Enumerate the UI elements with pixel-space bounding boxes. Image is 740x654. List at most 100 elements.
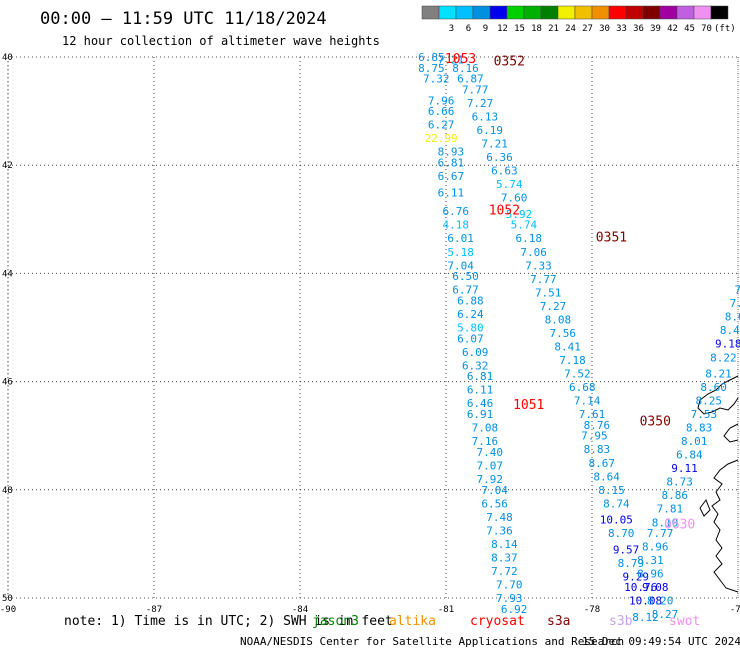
- wave-height-value: 6.24: [457, 308, 484, 321]
- scale-label: 6: [466, 24, 471, 34]
- wave-height-value: 7.32: [423, 73, 450, 86]
- wave-height-value: 6.92: [501, 603, 528, 616]
- wave-height-value: 5.74: [511, 219, 538, 232]
- note-text: note: 1) Time is in UTC; 2) SWH is in fe…: [64, 614, 393, 629]
- wave-height-value: 5.74: [496, 178, 523, 191]
- wave-height-value: 8.86: [661, 489, 688, 502]
- wave-height-value: 7.89: [734, 284, 740, 297]
- wave-height-value: 6.56: [481, 497, 508, 510]
- scale-swatch: [608, 5, 627, 20]
- wave-height-value: 7.51: [535, 286, 562, 299]
- wave-height-value: 6.63: [491, 165, 518, 178]
- satellite-name: swot: [669, 614, 700, 629]
- coastline-segment: [697, 375, 739, 415]
- satellite-name: s3b: [609, 614, 633, 629]
- scale-swatch: [574, 5, 593, 20]
- scale-label: 33: [616, 24, 627, 34]
- scale-label: 21: [548, 24, 559, 34]
- y-tick-label: 44: [2, 269, 13, 279]
- scale-label: 36: [633, 24, 644, 34]
- wave-height-value: 7.70: [496, 578, 523, 591]
- scale-label: 42: [667, 24, 678, 34]
- scale-swatch: [421, 5, 440, 20]
- wave-height-value: 7.77: [462, 83, 489, 96]
- scale-label: 27: [582, 24, 593, 34]
- wave-height-value: 6.81: [438, 156, 465, 169]
- wave-height-value: 8.22: [710, 351, 737, 364]
- wave-height-value: 7.33: [525, 259, 552, 272]
- x-tick-label: -78: [584, 605, 600, 615]
- scale-swatch: [557, 5, 576, 20]
- footer-timestamp: 15 Dec 09:49:54 UTC 2024: [582, 635, 740, 648]
- wave-height-value: 8.20: [647, 595, 674, 608]
- wave-height-value: 8.16: [452, 62, 479, 75]
- wave-height-value: 6.11: [438, 186, 465, 199]
- scale-swatch: [455, 5, 474, 20]
- scale-swatch: [710, 5, 729, 20]
- satellite-name: cryosat: [470, 614, 525, 629]
- wave-height-value: 7.36: [486, 524, 513, 537]
- wave-height-value: 4.18: [442, 219, 469, 232]
- wave-height-value: 8.83: [584, 443, 611, 456]
- wave-height-value: 8.12: [632, 611, 659, 624]
- wave-height-value: 8.79: [618, 557, 645, 570]
- wave-height-value: 7.92: [477, 473, 504, 486]
- y-tick-label: 50: [2, 594, 13, 604]
- x-tick-label: -90: [0, 605, 16, 615]
- wave-height-value: 6.50: [452, 270, 479, 283]
- wave-height-value: 7.96: [428, 94, 455, 107]
- y-tick-label: 40: [2, 53, 13, 63]
- scale-swatch: [506, 5, 525, 20]
- wave-height-value: 8.60: [700, 381, 727, 394]
- wave-height-value: 8.41: [554, 340, 581, 353]
- wave-height-value: 10.05: [600, 514, 633, 527]
- coastline: [697, 375, 739, 593]
- scale-swatch: [591, 5, 610, 20]
- wave-height-value: 9.18: [715, 338, 740, 351]
- pass-time-label: 0630: [664, 517, 695, 532]
- x-tick-label: -87: [146, 605, 162, 615]
- wave-height-value: 7.77: [530, 273, 557, 286]
- wave-height-value: 7.52: [730, 297, 740, 310]
- scale-label: 45: [684, 24, 695, 34]
- chart-subtitle: 12 hour collection of altimeter wave hei…: [62, 34, 380, 48]
- wave-height-value: 8.93: [438, 146, 465, 159]
- wave-height-value: 8.76: [584, 419, 611, 432]
- wave-height-value: 8.14: [491, 538, 518, 551]
- scale-label: 9: [483, 24, 488, 34]
- note-line: note: 1) Time is in UTC; 2) SWH is in fe…: [64, 614, 393, 629]
- wave-height-value: 8.01: [681, 435, 708, 448]
- wave-height-value: 8.64: [593, 470, 620, 483]
- scale-label: 30: [599, 24, 610, 34]
- wave-height-value: 5.18: [447, 246, 474, 259]
- scale-swatch: [625, 5, 644, 20]
- pass-time-label: 0350: [640, 414, 671, 429]
- wave-height-value: 9.08: [642, 581, 669, 594]
- wave-height-value: 7.07: [477, 459, 504, 472]
- wave-height-value: 8.25: [696, 395, 723, 408]
- wave-height-value: 6.27: [428, 119, 455, 132]
- scale-label: 39: [650, 24, 661, 34]
- wave-height-value: 7.04: [481, 484, 508, 497]
- wave-height-value: 6.67: [438, 170, 465, 183]
- lat-lon-grid: -90 -87 -84 -81 -78 -75 40 42 44 46 48 50: [0, 53, 740, 615]
- scale-swatch: [676, 5, 695, 20]
- scale-swatch: [489, 5, 508, 20]
- scale-unit: (ft): [714, 24, 736, 34]
- wave-height-value: 6.11: [467, 384, 494, 397]
- scale-label: 3: [449, 24, 454, 34]
- coastline-segment: [723, 423, 739, 443]
- wave-height-value: 6.68: [569, 381, 596, 394]
- wave-height-value: 10.08: [629, 595, 662, 608]
- wave-height-value: 6.01: [447, 232, 474, 245]
- wave-height-value: 8.21: [705, 367, 732, 380]
- y-tick-label: 46: [2, 378, 13, 388]
- wave-height-value: 7.93: [496, 592, 523, 605]
- wave-height-value: 7.08: [472, 422, 499, 435]
- wave-height-value: 22.99: [425, 132, 458, 145]
- wave-height-value: 5.92: [506, 208, 533, 221]
- wave-height-value: 8.96: [642, 541, 669, 554]
- wave-height-value: 8.08: [545, 313, 572, 326]
- pass-time-label: 1051: [513, 398, 544, 413]
- wave-height-value: 7.16: [472, 435, 499, 448]
